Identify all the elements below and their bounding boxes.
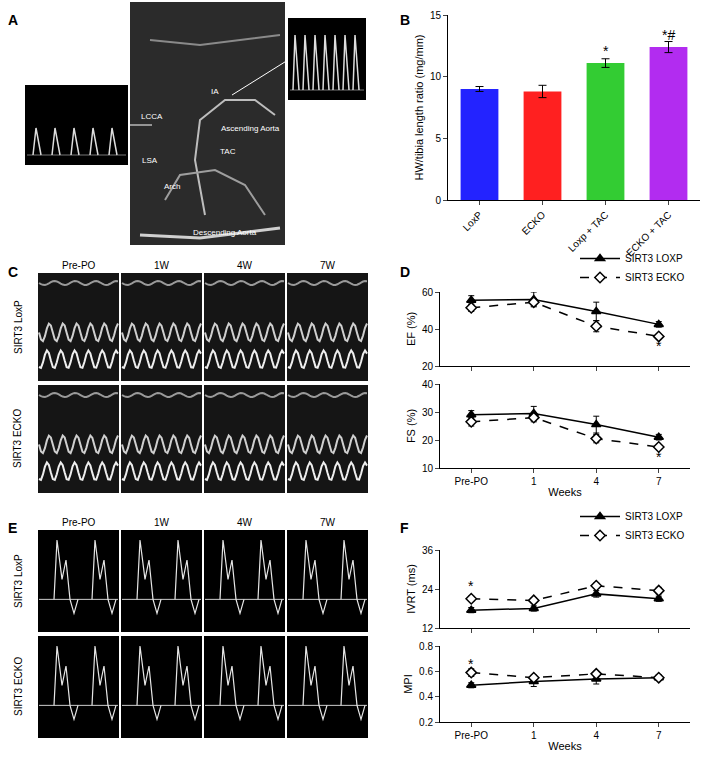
- svg-text:ECKO + TAC: ECKO + TAC: [624, 209, 673, 258]
- svg-text:4W: 4W: [237, 517, 253, 528]
- svg-text:LCCA: LCCA: [141, 112, 163, 121]
- svg-text:FS (%): FS (%): [405, 409, 417, 443]
- svg-text:TAC: TAC: [220, 147, 236, 156]
- svg-text:7W: 7W: [320, 260, 336, 271]
- svg-text:Descending Aorta: Descending Aorta: [193, 228, 257, 237]
- svg-text:C: C: [8, 264, 18, 280]
- svg-text:20: 20: [422, 361, 434, 372]
- svg-text:Loxp + TAC: Loxp + TAC: [566, 209, 611, 254]
- svg-text:0.6: 0.6: [419, 666, 433, 677]
- svg-text:A: A: [8, 12, 18, 28]
- svg-text:SIRT3 LOXP: SIRT3 LOXP: [625, 253, 683, 264]
- svg-text:4W: 4W: [237, 260, 253, 271]
- svg-text:1W: 1W: [154, 517, 170, 528]
- svg-text:1: 1: [531, 730, 537, 741]
- svg-text:4: 4: [593, 476, 599, 487]
- svg-text:*: *: [656, 338, 662, 354]
- svg-text:20: 20: [422, 435, 434, 446]
- svg-text:40: 40: [422, 324, 434, 335]
- svg-text:HW/tibia length ratio (mg/mm): HW/tibia length ratio (mg/mm): [413, 34, 425, 180]
- svg-text:E: E: [8, 520, 17, 536]
- svg-text:Pre-PO: Pre-PO: [455, 730, 489, 741]
- svg-text:Ascending Aorta: Ascending Aorta: [221, 124, 280, 133]
- svg-text:SIRT3 ECKO: SIRT3 ECKO: [625, 272, 684, 283]
- svg-text:1: 1: [531, 476, 537, 487]
- svg-text:B: B: [400, 12, 410, 28]
- svg-text:10: 10: [430, 71, 442, 82]
- svg-text:12: 12: [422, 623, 434, 634]
- svg-text:Weeks: Weeks: [548, 740, 582, 752]
- svg-text:SIRT3 LoxP: SIRT3 LoxP: [13, 300, 24, 354]
- svg-text:*: *: [656, 449, 662, 465]
- svg-text:F: F: [400, 520, 409, 536]
- svg-text:*: *: [468, 656, 474, 672]
- svg-text:0.2: 0.2: [419, 717, 433, 728]
- svg-text:24: 24: [422, 584, 434, 595]
- svg-text:*: *: [603, 43, 609, 59]
- svg-text:10: 10: [422, 463, 434, 474]
- svg-text:SIRT3 LoxP: SIRT3 LoxP: [13, 554, 24, 608]
- svg-text:D: D: [400, 264, 410, 280]
- svg-text:*#: *#: [662, 27, 675, 43]
- svg-text:EF (%): EF (%): [405, 312, 417, 346]
- svg-text:SIRT3 ECKO: SIRT3 ECKO: [625, 530, 684, 541]
- svg-text:1W: 1W: [154, 260, 170, 271]
- svg-text:15: 15: [430, 10, 442, 21]
- svg-text:36: 36: [422, 545, 434, 556]
- svg-text:IA: IA: [211, 87, 219, 96]
- svg-text:7: 7: [656, 730, 662, 741]
- svg-text:0.8: 0.8: [419, 641, 433, 652]
- svg-text:SIRT3 ECKO: SIRT3 ECKO: [12, 409, 23, 468]
- svg-text:IVRT (ms): IVRT (ms): [405, 564, 417, 614]
- svg-text:Arch: Arch: [164, 182, 180, 191]
- svg-text:4: 4: [593, 730, 599, 741]
- svg-text:7: 7: [656, 476, 662, 487]
- svg-text:MPI: MPI: [402, 674, 414, 694]
- svg-text:ECKO: ECKO: [520, 209, 548, 237]
- svg-text:Pre-PO: Pre-PO: [455, 476, 489, 487]
- svg-text:SIRT3 LOXP: SIRT3 LOXP: [625, 511, 683, 522]
- svg-text:40: 40: [422, 379, 434, 390]
- svg-text:7W: 7W: [320, 517, 336, 528]
- svg-text:LoxP: LoxP: [461, 209, 485, 233]
- svg-text:30: 30: [422, 407, 434, 418]
- svg-text:Pre-PO: Pre-PO: [62, 517, 96, 528]
- svg-text:60: 60: [422, 287, 434, 298]
- svg-text:5: 5: [435, 133, 441, 144]
- svg-text:0.4: 0.4: [419, 691, 433, 702]
- svg-text:0: 0: [435, 195, 441, 206]
- svg-text:Pre-PO: Pre-PO: [62, 260, 96, 271]
- svg-text:Weeks: Weeks: [548, 486, 582, 498]
- svg-text:*: *: [468, 578, 474, 594]
- svg-text:LSA: LSA: [142, 156, 158, 165]
- svg-text:SIRT3 ECKO: SIRT3 ECKO: [13, 657, 24, 716]
